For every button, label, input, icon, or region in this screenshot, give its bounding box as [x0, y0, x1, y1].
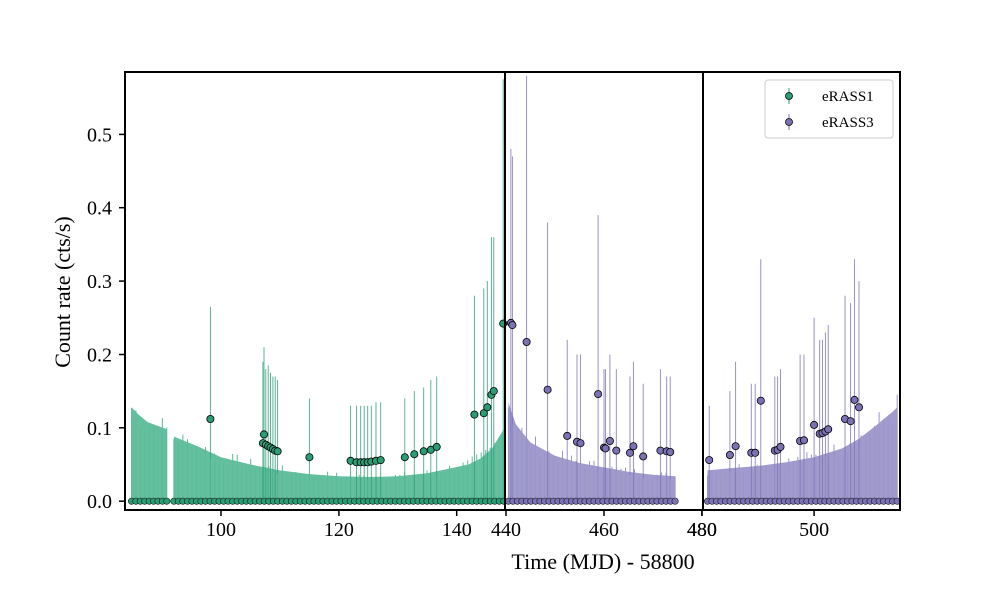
erass3-panel2-envelope-1	[508, 402, 676, 502]
erass3-detection-point-13	[626, 448, 635, 457]
erass3-detection-point-14	[629, 442, 638, 451]
erass1-detection-point-21	[419, 447, 428, 456]
erass3-detection-point-23	[751, 448, 760, 457]
ytick-label-0.0: 0.0	[87, 491, 112, 513]
erass1-detection-point-28	[489, 387, 498, 396]
panel-3-frame	[702, 71, 901, 511]
erass3-detection-point-24	[756, 396, 765, 405]
panel-3-xtick-label-500: 500	[799, 519, 829, 541]
erass3-upper-limit-marker	[671, 497, 679, 505]
erass1-detection-point-23	[432, 442, 441, 451]
erass1-detection-point-9	[273, 447, 282, 456]
erass1-detection-point-10	[305, 453, 314, 462]
erass3-detection-point-12	[612, 446, 621, 455]
legend-entry-erass3: eRASS3	[785, 114, 874, 131]
panel-2-xtick-label-440: 440	[491, 519, 521, 541]
erass1-detection-point-18	[376, 456, 385, 465]
erass3-detection-point-38	[855, 403, 864, 412]
erass1-detection-point-24	[470, 410, 479, 419]
erass1-detection-point-25	[479, 409, 488, 418]
upper-limit-markers	[128, 394, 901, 505]
panel-1-xtick-label-100: 100	[206, 519, 236, 541]
erass3-detection-point-34	[824, 425, 833, 434]
detection-points	[206, 318, 864, 467]
panel-2-xtick-label-460: 460	[589, 519, 619, 541]
erass1-detection-point-19	[400, 453, 409, 462]
erass3-detection-point-10	[601, 444, 610, 453]
erass1-upper-limit-marker	[163, 497, 171, 505]
erass3-detection-point-37	[850, 395, 859, 404]
erass1-panel1-envelope-2	[173, 429, 504, 502]
legend-entry-erass1: eRASS1	[785, 88, 874, 105]
legend-erass1-marker	[785, 92, 793, 100]
erass3-detection-point-30	[810, 420, 819, 429]
panel-1-xtick-label-140: 140	[442, 519, 472, 541]
panel-2-xtick-label-480: 480	[687, 519, 717, 541]
erass1-detection-point-26	[483, 403, 492, 412]
erass3-detection-point-5	[563, 431, 572, 440]
y-axis-label: Count rate (cts/s)	[50, 216, 75, 368]
erass1-detection-point-20	[410, 450, 419, 459]
legend: eRASS1 eRASS3	[764, 79, 894, 139]
legend-erass3-marker	[785, 118, 793, 126]
ytick-label-0.5: 0.5	[87, 124, 112, 146]
x-axis-label: Time (MJD) - 58800	[511, 549, 694, 574]
legend-erass1-label: eRASS1	[822, 89, 874, 105]
erass3-detection-point-18	[666, 447, 675, 456]
erass3-detection-point-8	[594, 390, 603, 399]
erass3-detection-point-4	[543, 385, 552, 394]
erass1-detection-point-3	[259, 430, 268, 439]
erass3-detection-point-36	[846, 417, 855, 426]
erass3-detection-point-20	[725, 450, 734, 459]
legend-erass3-label: eRASS3	[822, 115, 874, 131]
erass1-detection-point-1	[206, 414, 215, 423]
erass3-detection-point-11	[605, 436, 614, 445]
panel-1-xtick-label-120: 120	[324, 519, 354, 541]
erass3-detection-point-19	[705, 456, 714, 465]
erass3-detection-point-27	[776, 442, 785, 451]
ytick-label-0.3: 0.3	[87, 271, 112, 293]
ytick-label-0.2: 0.2	[87, 345, 112, 367]
erass3-detection-point-29	[800, 436, 809, 445]
erass3-detection-point-15	[639, 452, 648, 461]
erass3-detection-point-3	[522, 337, 531, 346]
error-bars	[209, 75, 860, 502]
panel-3-xtick-label-480: 480	[687, 519, 717, 541]
legend-box	[764, 79, 894, 139]
erass3-detection-point-21	[731, 442, 740, 451]
erass3-detection-point-2	[508, 321, 517, 330]
ytick-label-0.1: 0.1	[87, 418, 112, 440]
erass3-detection-point-7	[576, 439, 585, 448]
ytick-label-0.4: 0.4	[87, 198, 112, 220]
